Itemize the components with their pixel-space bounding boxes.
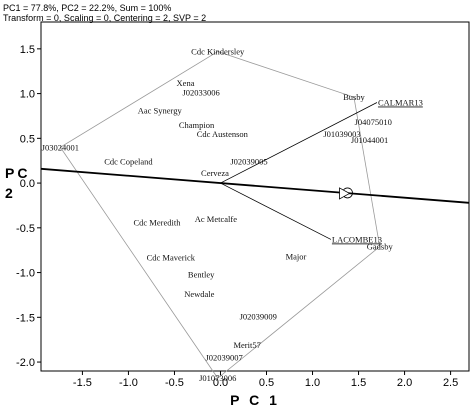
- y-axis-label-top: PC: [5, 165, 30, 181]
- y-tick-label: 0.0: [20, 178, 35, 190]
- y-tick-label: -2.0: [16, 357, 35, 369]
- genotype-label: Cdc Maverick: [147, 252, 196, 262]
- x-tick-label: -1.5: [73, 377, 92, 389]
- genotype-label: Merit57: [233, 340, 260, 350]
- environment-vector: [220, 102, 378, 184]
- genotype-label: Busby: [343, 92, 365, 102]
- genotype-label: J03024001: [42, 142, 79, 152]
- environment-label: LACOMBE13: [332, 234, 382, 244]
- which-won-where-polygon: [59, 51, 381, 379]
- genotype-label: Major: [286, 251, 307, 261]
- environment-label: CALMAR13: [378, 98, 423, 108]
- genotype-label: Newdale: [184, 289, 214, 299]
- genotype-label: Gadsby: [367, 242, 394, 252]
- y-axis-label: PC 2: [5, 165, 30, 201]
- genotype-label: J04075010: [355, 117, 392, 127]
- y-tick-label: -1.5: [16, 312, 35, 324]
- genotype-label: J02033006: [182, 88, 219, 98]
- genotype-label: Bentley: [188, 269, 215, 279]
- genotype-label: Ac Metcalfe: [195, 214, 237, 224]
- y-tick-label: -1.0: [16, 268, 35, 280]
- y-tick-label: 1.0: [20, 89, 35, 101]
- tick-layer: -1.5 -1.0 -0.5 0.0 0.5 1.0 1.5 2.0 2.5 1.5 1.0 0.5 0…: [16, 44, 458, 389]
- environment-label-layer: CALMAR13 LACOMBE13: [332, 98, 423, 245]
- plot-frame: [40, 21, 470, 372]
- genotype-label: Cdc Austenson: [197, 129, 249, 139]
- genotype-label: J01073006: [199, 373, 236, 383]
- x-tick-label: -0.5: [165, 377, 184, 389]
- vector-layer: [40, 102, 470, 240]
- average-environment-axis: [40, 167, 470, 204]
- genotype-label: Cerveza: [201, 168, 229, 178]
- genotype-label: Champion: [179, 120, 215, 130]
- x-tick-label: 2.5: [443, 377, 458, 389]
- x-axis-label: P C 1: [230, 392, 280, 408]
- genotype-label: Cdc Copeland: [104, 157, 153, 167]
- y-axis-label-bottom: 2: [5, 185, 16, 201]
- chart-header-line1: PC1 = 77.8%, PC2 = 22.2%, Sum = 100%: [3, 3, 171, 13]
- genotype-label: J02039007: [206, 353, 243, 363]
- environment-vector: [220, 182, 332, 240]
- x-tick-label: 0.0: [213, 377, 228, 389]
- y-tick-label: -0.5: [16, 223, 35, 235]
- x-tick-label: 1.5: [351, 377, 366, 389]
- genotype-label: Cdc Kindersley: [191, 47, 245, 57]
- genotype-label: Cdc Meredith: [133, 217, 181, 227]
- polygon-layer: [59, 51, 381, 379]
- genotype-label: J02039005: [230, 157, 267, 167]
- y-tick-label: 0.5: [20, 133, 35, 145]
- chart-header-line2: Transform = 0, Scaling = 0, Centering = …: [3, 13, 206, 23]
- genotype-label: J02039009: [240, 311, 277, 321]
- genotype-label: Xena: [177, 78, 195, 88]
- x-tick-label: -1.0: [119, 377, 138, 389]
- average-environment-arrow: [339, 187, 351, 200]
- x-tick-label: 1.0: [305, 377, 320, 389]
- x-tick-label: 0.5: [259, 377, 274, 389]
- genotype-label: J01044001: [351, 135, 388, 145]
- y-tick-label: 1.5: [20, 44, 35, 56]
- genotype-label: J01039003: [323, 129, 360, 139]
- genotype-label: Aac Synergy: [138, 106, 183, 116]
- x-tick-label: 2.0: [397, 377, 412, 389]
